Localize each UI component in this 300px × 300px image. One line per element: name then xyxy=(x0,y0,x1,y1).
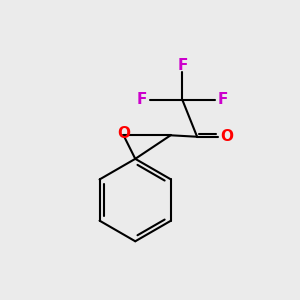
Text: O: O xyxy=(220,129,233,144)
Text: F: F xyxy=(218,92,228,107)
Text: F: F xyxy=(136,92,147,107)
Text: O: O xyxy=(117,126,130,141)
Text: F: F xyxy=(177,58,188,73)
